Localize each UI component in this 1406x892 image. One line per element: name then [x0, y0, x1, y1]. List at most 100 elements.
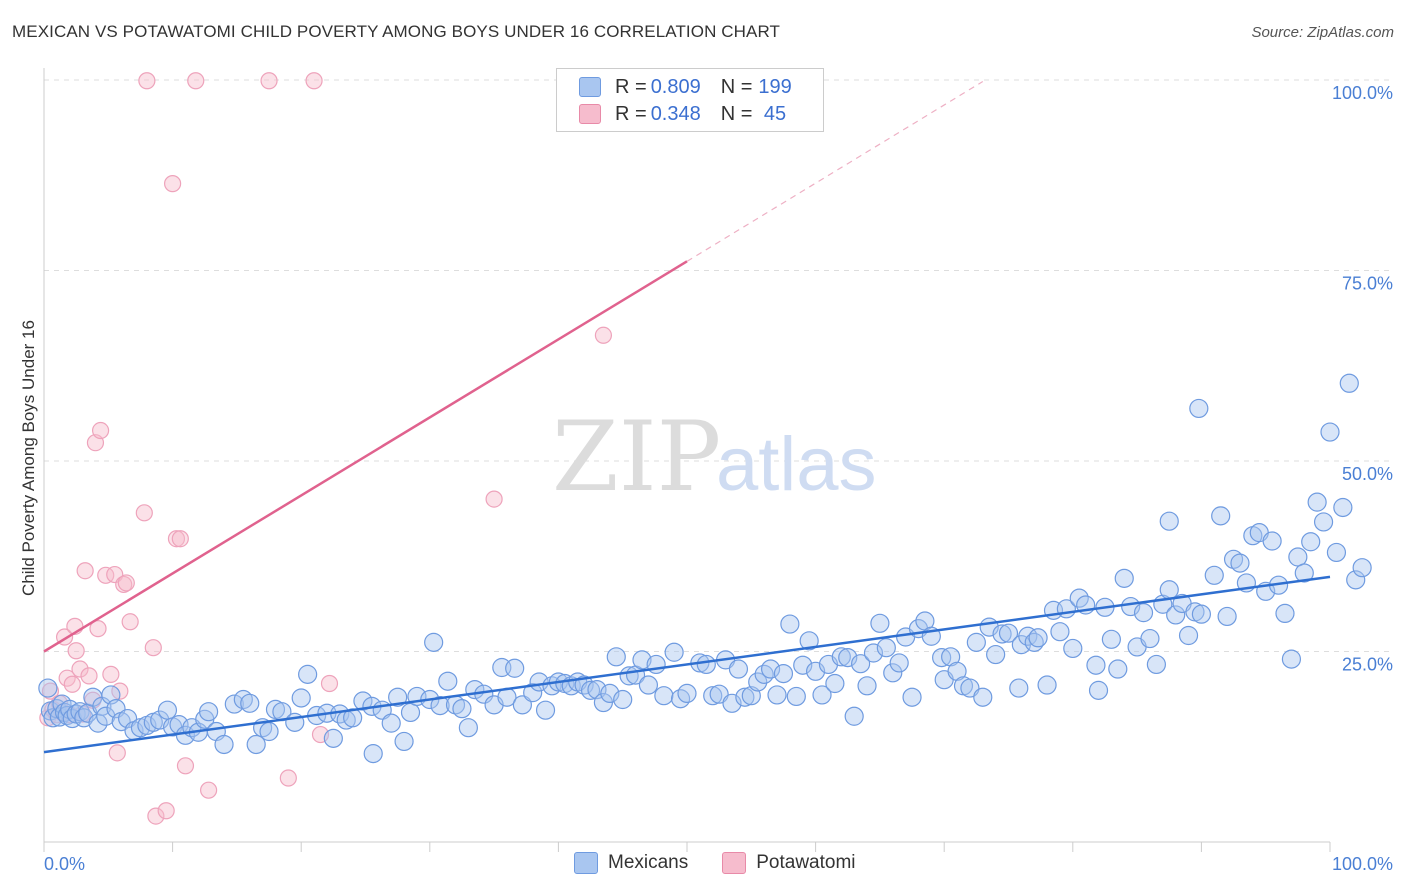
series-label-potawatomi: Potawatomi: [756, 852, 856, 873]
mexican-point: [986, 644, 1006, 665]
mexican-point: [240, 693, 260, 713]
potawatomi-trend-line: [43, 260, 688, 653]
mexican-point: [1050, 622, 1070, 642]
mexican-point: [831, 647, 851, 667]
mexican-point: [876, 638, 896, 658]
potawatomi-point: [63, 675, 81, 693]
mexican-point: [1191, 604, 1212, 624]
mexican-point: [1189, 398, 1209, 419]
chart-title: MEXICAN VS POTAWATOMI CHILD POVERTY AMON…: [12, 22, 781, 41]
series-label-mexicans: Mexicans: [608, 852, 689, 873]
mexican-point: [38, 678, 58, 698]
correlation-legend: R = 0.809 N = 199 R = 0.348 N = 45: [556, 68, 824, 132]
mexican-point: [773, 663, 794, 684]
legend-swatch-potawatomi: [579, 104, 601, 124]
potawatomi-point: [138, 72, 156, 90]
y-axis-label: Child Poverty Among Boys Under 16: [19, 320, 38, 596]
mexican-point: [664, 642, 684, 662]
watermark-atlas: atlas: [716, 422, 877, 507]
x-tick-label: 0.0%: [44, 854, 85, 874]
series-legend-mexicans: Mexicans: [574, 852, 688, 874]
potawatomi-trend-extension: [686, 81, 984, 262]
mexican-point: [670, 689, 691, 709]
x-tick-label: 100.0%: [1332, 854, 1393, 874]
mexicans-trend-line: [43, 575, 1331, 754]
potawatomi-point: [305, 72, 323, 90]
mexican-point: [857, 676, 877, 696]
watermark-zip: ZIP: [552, 401, 721, 513]
mexican-point: [728, 659, 749, 679]
potawatomi-point: [97, 566, 115, 584]
mexican-point: [1009, 678, 1029, 698]
mexican-point: [353, 691, 373, 711]
mexican-point: [1288, 547, 1308, 567]
legend-n-value: 199: [758, 75, 792, 98]
mexican-point: [735, 687, 755, 707]
mexican-point: [1028, 628, 1048, 648]
potawatomi-point: [147, 807, 165, 825]
potawatomi-point: [80, 667, 98, 685]
potawatomi-point: [279, 769, 297, 787]
mexican-point: [1088, 680, 1109, 700]
mexican-point: [748, 672, 768, 692]
mexican-point: [1086, 655, 1106, 675]
mexican-point: [844, 706, 864, 726]
mexican-point: [298, 664, 318, 684]
mexican-point: [1114, 568, 1134, 588]
mexican-point: [973, 687, 993, 707]
y-tick-label: 75.0%: [1342, 274, 1393, 294]
trend-lines: [43, 81, 1331, 754]
potawatomi-point: [135, 504, 153, 522]
mexican-point: [1037, 675, 1057, 695]
mexican-point: [780, 614, 800, 634]
mexican-point: [1140, 628, 1160, 649]
mexican-point: [1326, 542, 1347, 563]
mexican-point: [754, 664, 774, 684]
mexican-point: [992, 624, 1012, 644]
mexican-point: [1346, 570, 1366, 590]
series-legend: Mexicans Potawatomi: [574, 852, 890, 874]
mexican-point: [452, 699, 472, 719]
mexican-point: [799, 631, 819, 651]
potawatomi-point: [167, 530, 186, 548]
mexican-point: [1294, 563, 1314, 583]
mexican-point: [291, 688, 311, 708]
potawatomi-point: [200, 781, 218, 799]
mexican-point: [767, 685, 787, 705]
mexican-point: [1339, 373, 1359, 393]
mexican-point: [259, 721, 279, 742]
potawatomi-point: [320, 674, 339, 693]
mexican-point: [812, 685, 832, 705]
mexican-point: [1159, 580, 1179, 600]
mexican-point: [1204, 565, 1224, 585]
source-label: Source: ZipAtlas.com: [1251, 24, 1394, 41]
mexican-point: [323, 728, 343, 748]
series-swatch-mexicans: [574, 852, 598, 874]
legend-row-potawatomi: R = 0.348 N = 45: [579, 101, 786, 127]
potawatomi-point: [176, 757, 195, 775]
mexican-point: [580, 680, 601, 700]
mexican-point: [1211, 506, 1231, 526]
mexican-point: [1313, 512, 1334, 532]
mexican-point: [889, 653, 909, 673]
potawatomi-point: [91, 421, 110, 440]
legend-swatch-mexicans: [579, 77, 601, 97]
mexican-point: [760, 659, 781, 679]
potawatomi-point: [171, 530, 189, 548]
potawatomi-point: [89, 620, 107, 638]
mexican-point: [388, 687, 408, 707]
mexican-point: [523, 683, 543, 703]
mexican-point: [1262, 531, 1282, 551]
watermark: ZIP atlas: [552, 401, 877, 513]
mexican-point: [400, 702, 421, 723]
mexican-point: [1166, 605, 1186, 625]
legend-r-label: R =: [615, 75, 647, 98]
grid-lines: [44, 79, 1394, 652]
mexican-point: [214, 734, 234, 755]
mexican-point: [157, 700, 178, 720]
mexican-point: [394, 731, 414, 752]
mexican-point: [246, 734, 266, 755]
potawatomi-point: [102, 665, 120, 683]
potawatomi-point: [67, 642, 85, 660]
mexican-points: [38, 373, 1372, 764]
